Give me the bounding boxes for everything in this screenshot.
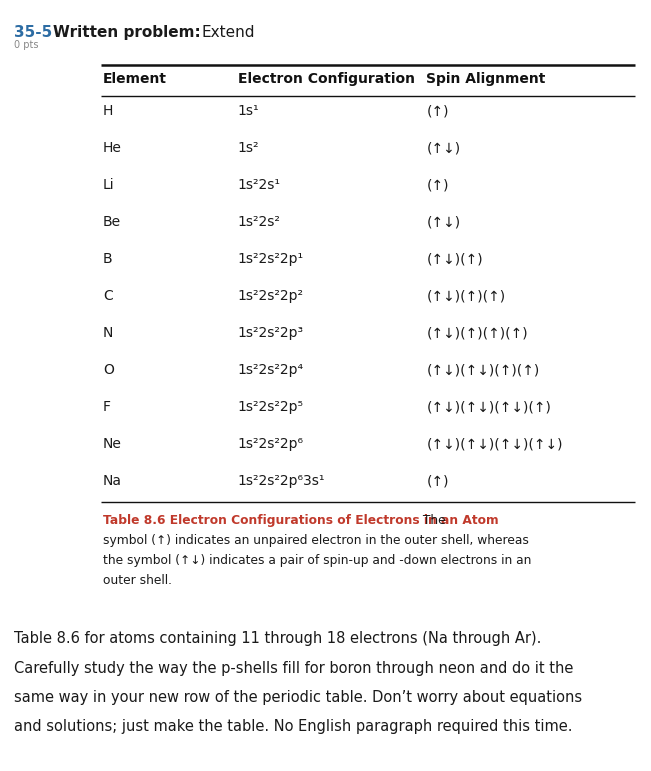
Text: He: He	[103, 141, 122, 155]
Text: Table 8.6 Electron Configurations of Electrons in an Atom: Table 8.6 Electron Configurations of Ele…	[103, 514, 499, 527]
Text: (↑↓): (↑↓)	[426, 215, 460, 229]
Text: same way in your new row of the periodic table. Don’t worry about equations: same way in your new row of the periodic…	[14, 690, 583, 705]
Text: and solutions; just make the table. No English paragraph required this time.: and solutions; just make the table. No E…	[14, 719, 573, 734]
Text: (↑↓)(↑↓)(↑)(↑): (↑↓)(↑↓)(↑)(↑)	[426, 363, 540, 377]
Text: Be: Be	[103, 215, 121, 229]
Text: O: O	[103, 363, 114, 377]
Text: (↑): (↑)	[426, 104, 449, 118]
Text: Written problem:: Written problem:	[53, 25, 201, 39]
Text: 1s²2s²2p⁵: 1s²2s²2p⁵	[238, 400, 303, 414]
Text: Carefully study the way the p-shells fill for boron through neon and do it the: Carefully study the way the p-shells fil…	[14, 661, 574, 675]
Text: H: H	[103, 104, 113, 118]
Text: (↑↓)(↑↓)(↑↓)(↑↓): (↑↓)(↑↓)(↑↓)(↑↓)	[426, 437, 563, 451]
Text: 1s²2s²2p³: 1s²2s²2p³	[238, 326, 304, 340]
Text: symbol (↑) indicates an unpaired electron in the outer shell, whereas: symbol (↑) indicates an unpaired electro…	[103, 534, 529, 547]
Text: (↑): (↑)	[426, 178, 449, 192]
Text: the symbol (↑↓) indicates a pair of spin-up and -down electrons in an: the symbol (↑↓) indicates a pair of spin…	[103, 554, 531, 567]
Text: 1s²2s²2p⁶3s¹: 1s²2s²2p⁶3s¹	[238, 474, 325, 488]
Text: 1s²2s²: 1s²2s²	[238, 215, 281, 229]
Text: C: C	[103, 289, 113, 303]
Text: (↑↓)(↑↓)(↑↓)(↑): (↑↓)(↑↓)(↑↓)(↑)	[426, 400, 551, 414]
Text: 0 pts: 0 pts	[14, 40, 39, 50]
Text: 1s²2s²2p²: 1s²2s²2p²	[238, 289, 303, 303]
Text: 35-5: 35-5	[14, 25, 53, 39]
Text: Li: Li	[103, 178, 115, 192]
Text: 1s²2s²2p⁴: 1s²2s²2p⁴	[238, 363, 304, 377]
Text: 1s²2s²2p¹: 1s²2s²2p¹	[238, 252, 304, 266]
Text: Ne: Ne	[103, 437, 122, 451]
Text: B: B	[103, 252, 113, 266]
Text: Electron Configuration: Electron Configuration	[238, 72, 415, 86]
Text: Na: Na	[103, 474, 122, 488]
Text: Table 8.6 for atoms containing 11 through 18 electrons (Na through Ar).: Table 8.6 for atoms containing 11 throug…	[14, 631, 542, 646]
Text: (↑↓): (↑↓)	[426, 141, 460, 155]
Text: (↑↓)(↑): (↑↓)(↑)	[426, 252, 483, 266]
Text: 1s¹: 1s¹	[238, 104, 259, 118]
Text: (↑↓)(↑)(↑)(↑): (↑↓)(↑)(↑)(↑)	[426, 326, 528, 340]
Text: F: F	[103, 400, 111, 414]
Text: Extend: Extend	[202, 25, 255, 39]
Text: (↑): (↑)	[426, 474, 449, 488]
Text: 1s²2s²2p⁶: 1s²2s²2p⁶	[238, 437, 303, 451]
Text: 1s²2s¹: 1s²2s¹	[238, 178, 281, 192]
Text: Element: Element	[103, 72, 167, 86]
Text: The: The	[419, 514, 445, 527]
Text: N: N	[103, 326, 113, 340]
Text: (↑↓)(↑)(↑): (↑↓)(↑)(↑)	[426, 289, 506, 303]
Text: 1s²: 1s²	[238, 141, 259, 155]
Text: Spin Alignment: Spin Alignment	[426, 72, 546, 86]
Text: outer shell.: outer shell.	[103, 574, 172, 588]
